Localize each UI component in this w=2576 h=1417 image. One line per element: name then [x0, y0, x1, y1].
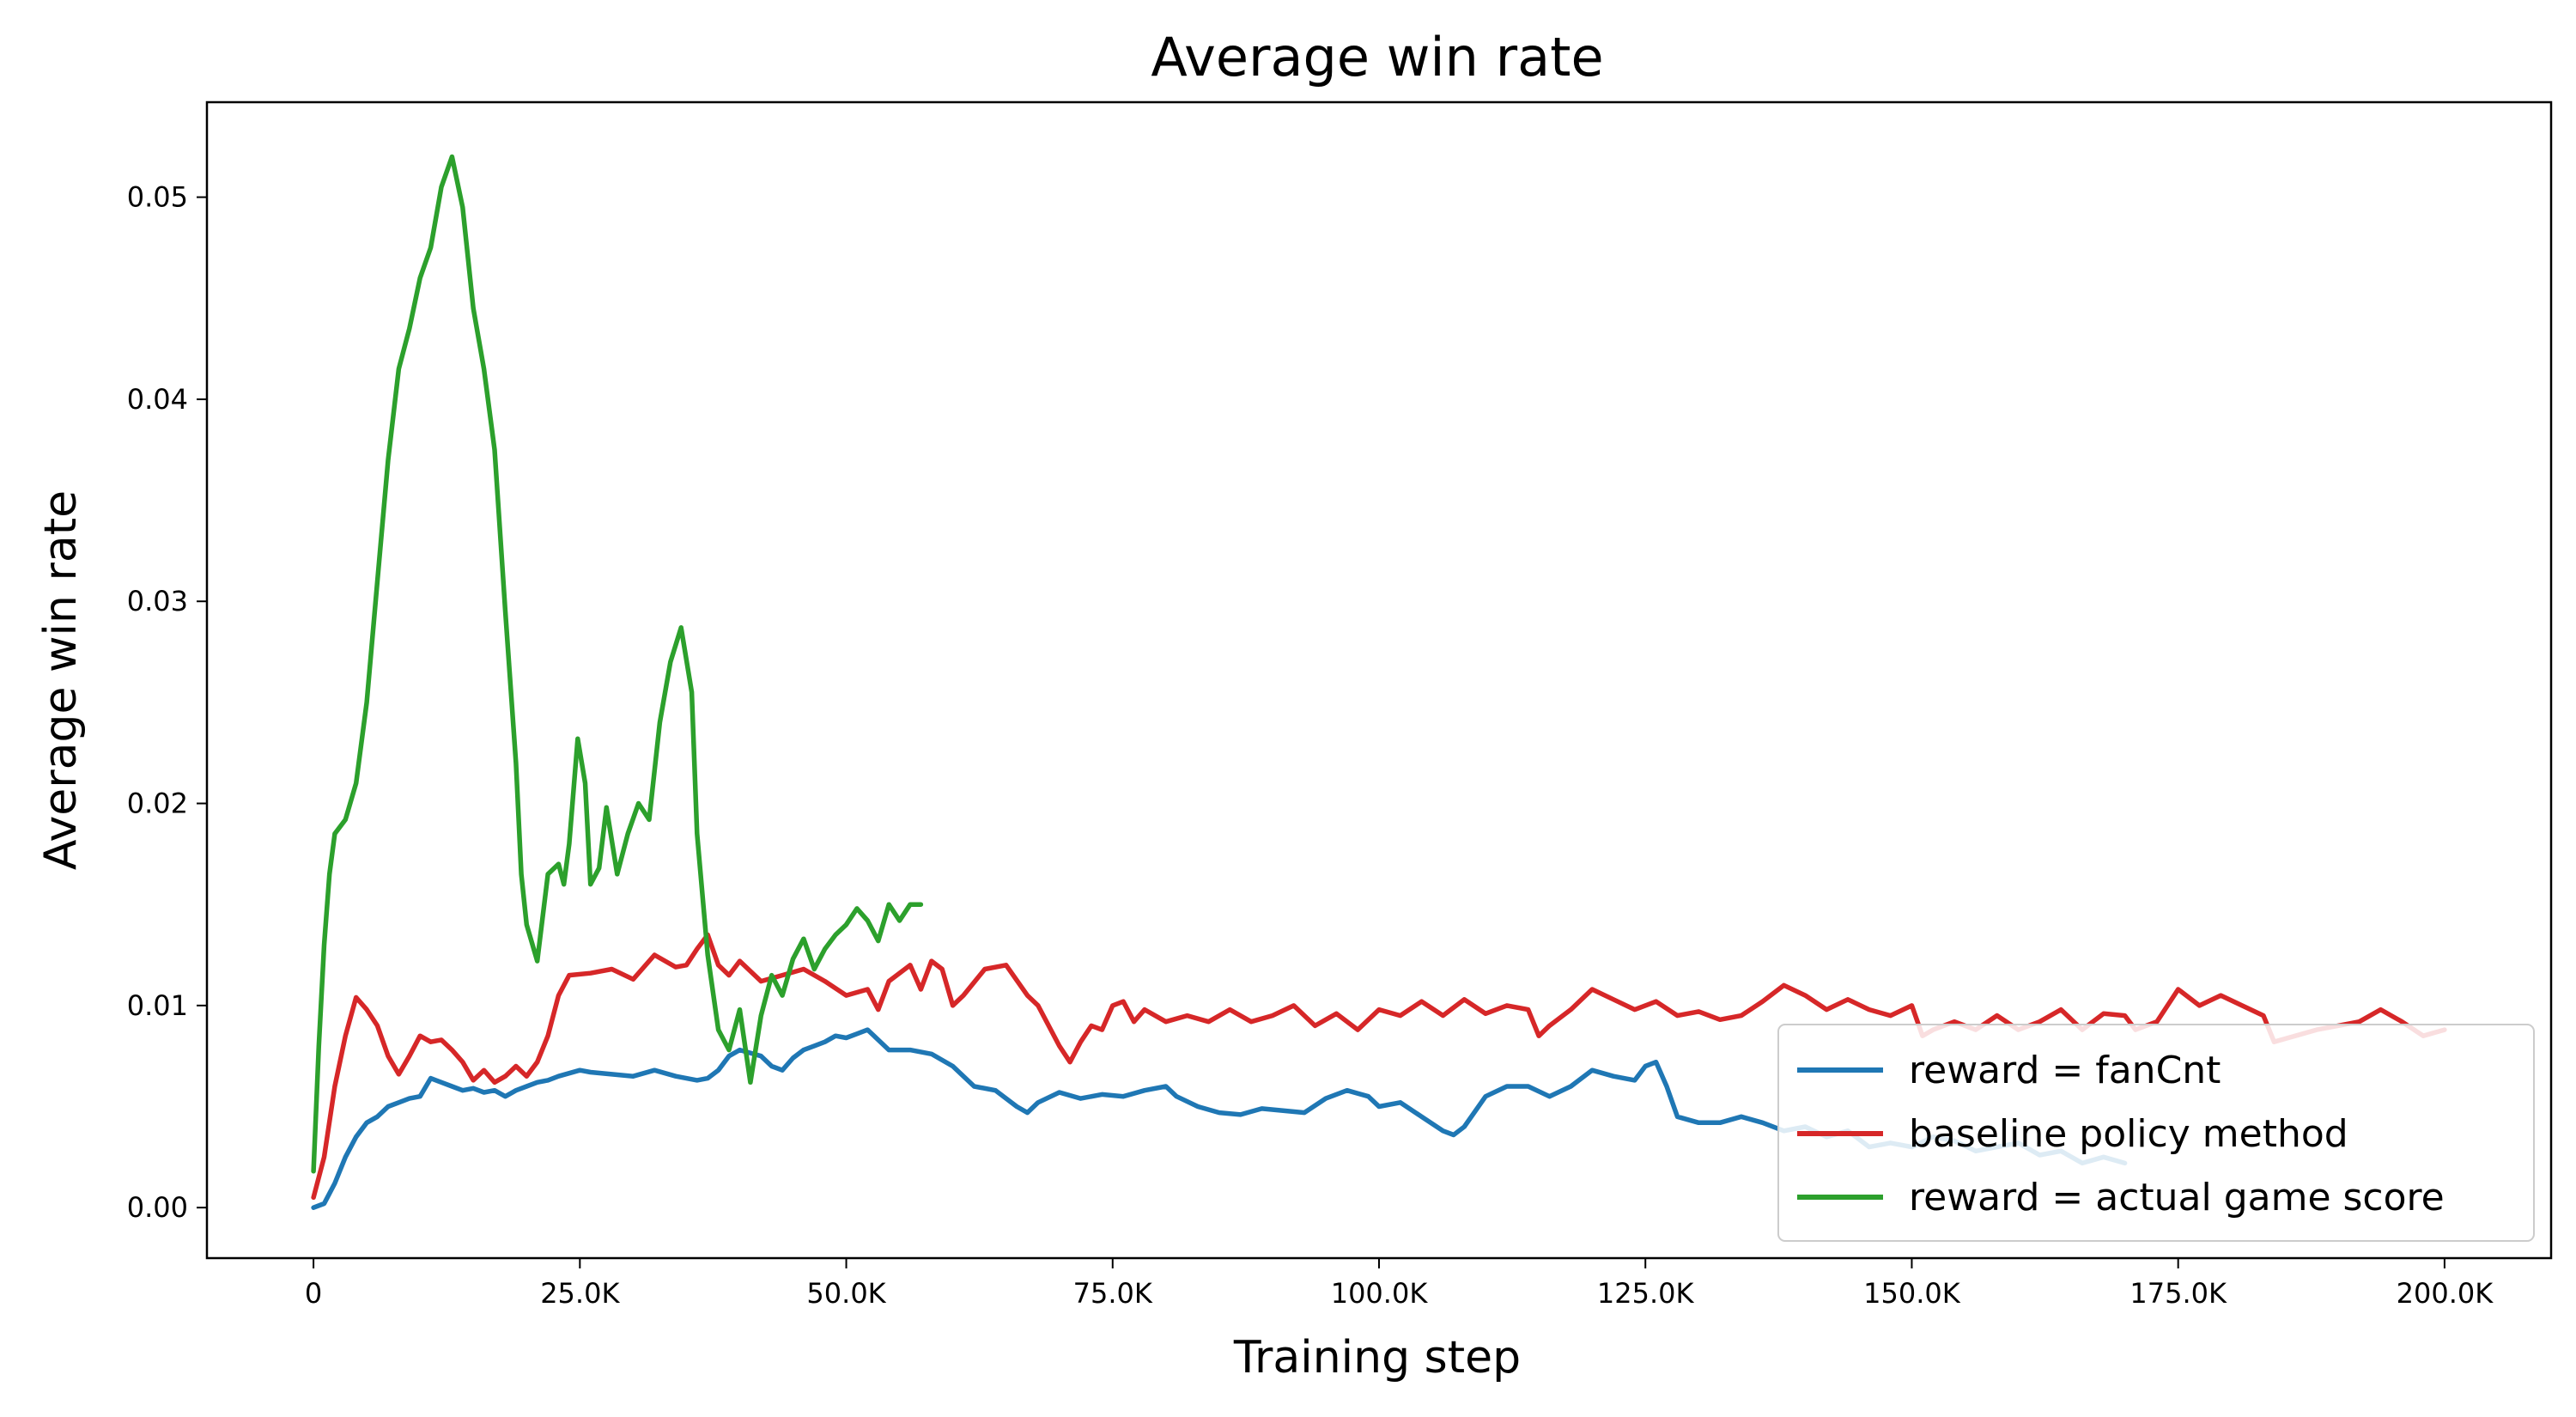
- x-tick-label: 75.0K: [1073, 1277, 1153, 1310]
- legend-label: reward = fanCnt: [1909, 1049, 2221, 1092]
- x-tick-label: 100.0K: [1331, 1277, 1429, 1310]
- y-tick-label: 0.05: [127, 181, 188, 214]
- legend-label: baseline policy method: [1909, 1112, 2348, 1156]
- x-tick-label: 25.0K: [540, 1277, 620, 1310]
- y-tick-label: 0.03: [127, 585, 188, 617]
- x-tick-label: 150.0K: [1863, 1277, 1961, 1310]
- chart-title: Average win rate: [1151, 26, 1603, 88]
- plot-frame: [205, 100, 2553, 1260]
- x-tick-label: 50.0K: [806, 1277, 886, 1310]
- x-tick-label: 175.0K: [2129, 1277, 2227, 1310]
- y-tick-label: 0.04: [127, 383, 188, 416]
- x-tick-label: 125.0K: [1597, 1277, 1695, 1310]
- y-tick-label: 0.01: [127, 989, 188, 1022]
- series-line-3: [311, 154, 924, 1174]
- y-axis-label: Average win rate: [35, 490, 87, 870]
- legend: reward = fanCnt baseline policy method rew…: [1777, 1024, 2535, 1242]
- x-tick-label: 200.0K: [2397, 1277, 2494, 1310]
- legend-box: [1777, 1024, 2535, 1242]
- x-tick-label: 0: [305, 1277, 322, 1310]
- x-axis-label: Training step: [1233, 1332, 1521, 1384]
- y-tick-label: 0.00: [127, 1191, 188, 1224]
- legend-label: reward = actual game score: [1909, 1176, 2445, 1219]
- series-line-1: [311, 1027, 2128, 1210]
- y-tick-label: 0.02: [127, 788, 188, 820]
- plot-area: 0 25.0K 50.0K 75.0K 100.0K 125.0K 150.0K 175.0K…: [127, 154, 2494, 1310]
